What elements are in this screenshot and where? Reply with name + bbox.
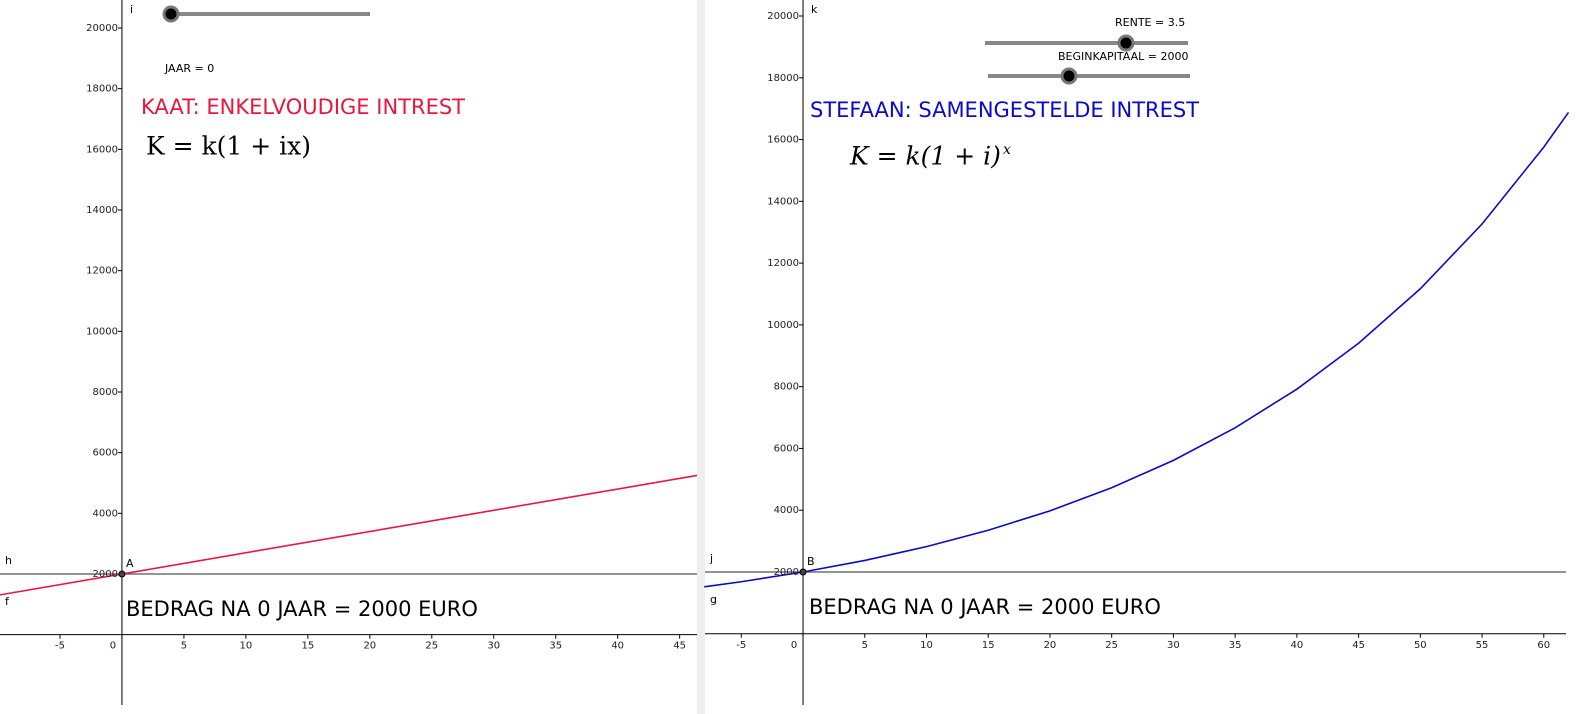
x-tick-label: 30 [1167, 640, 1180, 651]
y-tick-label: 4000 [774, 505, 799, 516]
x-tick-label: 50 [1414, 640, 1427, 651]
x-tick-label: -5 [55, 641, 65, 652]
slider-label: RENTE = 3.5 [1115, 16, 1185, 29]
y-tick-label: 2000 [774, 567, 799, 578]
x-tick-label: 35 [1229, 640, 1242, 651]
x-tick-label: 10 [240, 641, 253, 652]
x-tick-label: 15 [301, 641, 314, 652]
point-label: A [126, 557, 134, 570]
function-label: g [710, 593, 717, 606]
function-curve [0, 474, 698, 596]
formula: K = k(1 + ix) [146, 132, 311, 161]
x-tick-label: 45 [673, 641, 686, 652]
x-tick-label: 5 [862, 640, 868, 651]
y-tick-label: 2000 [92, 569, 117, 580]
x-tick-label: 20 [1044, 640, 1057, 651]
panel-title: KAAT: ENKELVOUDIGE INTREST [141, 95, 465, 119]
y-tick-label: 16000 [767, 135, 799, 146]
y-tick-label: 4000 [92, 508, 117, 519]
function-label: f [5, 595, 10, 608]
panel-divider [697, 0, 705, 714]
y-tick-label: 20000 [767, 11, 799, 22]
y-axis-label: i [130, 3, 133, 16]
x-tick-label: 45 [1352, 640, 1365, 651]
x-tick-label: 55 [1476, 640, 1489, 651]
y-axis-label: k [811, 3, 818, 16]
y-tick-label: 10000 [86, 326, 118, 337]
x-tick-label: 25 [1105, 640, 1118, 651]
y-tick-label: 8000 [774, 382, 799, 393]
y-tick-label: 10000 [767, 320, 799, 331]
function-curve [704, 111, 1570, 588]
y-tick-label: 8000 [92, 387, 117, 398]
formula-exponent: x [1003, 142, 1011, 158]
y-tick-label: 6000 [774, 443, 799, 454]
x-tick-label: 15 [982, 640, 995, 651]
formula: K = k(1 + i) [849, 142, 1001, 171]
x-tick-label: 60 [1537, 640, 1550, 651]
y-tick-label: 20000 [86, 23, 118, 34]
y-tick-label: 18000 [86, 84, 118, 95]
point-label: B [807, 555, 815, 568]
x-tick-label: 20 [363, 641, 376, 652]
result-text: BEDRAG NA 0 JAAR = 2000 EURO [809, 595, 1161, 619]
x-tick-label: 30 [487, 641, 500, 652]
point [118, 570, 126, 578]
y-tick-label: 14000 [86, 205, 118, 216]
x-tick-label: 35 [549, 641, 562, 652]
y-tick-label: 18000 [767, 73, 799, 84]
x-tick-label: 40 [1290, 640, 1303, 651]
line-label: j [709, 552, 713, 565]
x-tick-label: 25 [425, 641, 438, 652]
y-tick-label: 16000 [86, 144, 118, 155]
y-tick-label: 14000 [767, 196, 799, 207]
x-tick-label: 5 [181, 641, 187, 652]
slider-knob[interactable] [162, 5, 180, 23]
y-tick-label: 12000 [86, 266, 118, 277]
slider-label: BEGINKAPITAAL = 2000 [1058, 50, 1188, 63]
x-tick-label: 40 [611, 641, 624, 652]
panel-title: STEFAAN: SAMENGESTELDE INTREST [810, 98, 1199, 122]
slider-knob[interactable] [1060, 67, 1078, 85]
y-tick-label: 6000 [92, 448, 117, 459]
slider-label: JAAR = 0 [164, 62, 214, 75]
line-label: h [5, 554, 12, 567]
x-tick-label: 0 [791, 640, 797, 651]
x-tick-label: 10 [920, 640, 933, 651]
point [799, 568, 807, 576]
result-text: BEDRAG NA 0 JAAR = 2000 EURO [126, 597, 478, 621]
y-tick-label: 12000 [767, 258, 799, 269]
x-tick-label: -5 [736, 640, 746, 651]
slider-knob[interactable] [1117, 34, 1135, 52]
x-tick-label: 0 [110, 641, 116, 652]
